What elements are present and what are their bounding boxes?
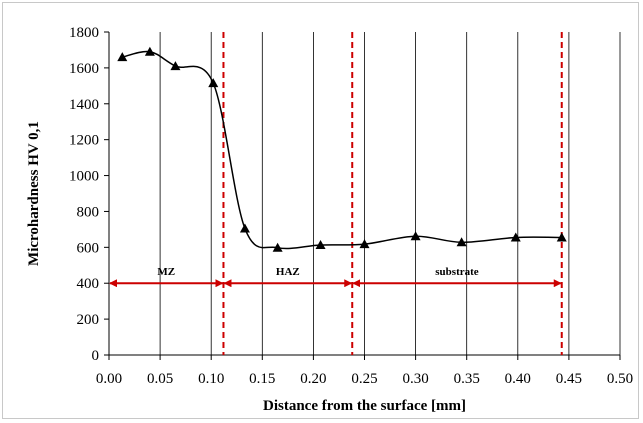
y-tick-label: 600: [77, 240, 100, 256]
data-point: [144, 46, 155, 56]
x-tick-label: 0.40: [505, 371, 531, 387]
y-tick-label: 1000: [69, 169, 99, 185]
region-annotations: MZ HAZ substrate: [109, 266, 562, 288]
data-point: [272, 242, 283, 252]
data-point: [510, 232, 521, 242]
y-axis-title: Microhardness HV 0,1: [26, 121, 42, 266]
x-tick-label: 0.50: [607, 371, 633, 387]
x-axis-title: Distance from the surface [mm]: [263, 398, 466, 414]
y-tick-label: 800: [77, 204, 100, 220]
boundary-lines: [222, 32, 563, 355]
axes: [104, 31, 621, 360]
data-point: [556, 232, 567, 242]
data-point: [410, 231, 421, 241]
region-label: HAZ: [276, 266, 300, 278]
x-tick-label: 0.45: [556, 371, 582, 387]
gridlines: [159, 32, 621, 355]
region-label: MZ: [157, 266, 175, 278]
x-tick-label: 0.30: [402, 371, 428, 387]
data-point: [315, 240, 326, 250]
data-point: [170, 61, 181, 71]
y-tick-label: 0: [92, 348, 100, 364]
y-tick-label: 1400: [69, 97, 99, 113]
data-point: [359, 239, 370, 249]
y-tick-label: 1600: [69, 61, 99, 77]
chart-frame: [2, 2, 639, 419]
y-tick-label: 1800: [69, 25, 99, 41]
data-point: [117, 52, 128, 62]
x-tick-label: 0.05: [147, 371, 173, 387]
x-tick-label: 0.10: [198, 371, 224, 387]
x-tick-label: 0.25: [351, 371, 377, 387]
y-tick-label: 200: [77, 312, 100, 328]
data-point: [456, 237, 467, 247]
series-line: [122, 50, 562, 250]
y-tick-label: 400: [77, 276, 100, 292]
region-label: substrate: [435, 266, 479, 278]
hardness-series: [117, 46, 567, 252]
data-point: [208, 78, 219, 88]
x-tick-label: 0.35: [454, 371, 480, 387]
data-point: [239, 223, 250, 233]
x-tick-label: 0.15: [249, 371, 275, 387]
x-tick-label: 0.20: [300, 371, 326, 387]
x-tick-label: 0.00: [96, 371, 122, 387]
tick-labels: 0.00 0.05 0.10 0.15 0.20 0.25 0.30 0.35 0.40 0.45…: [69, 25, 633, 387]
y-tick-label: 1200: [69, 133, 99, 149]
